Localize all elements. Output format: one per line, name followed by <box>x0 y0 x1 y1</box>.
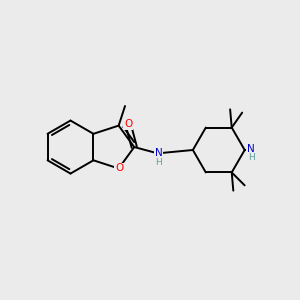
Text: O: O <box>115 164 123 173</box>
Text: N: N <box>154 148 162 158</box>
Text: O: O <box>124 119 132 129</box>
Text: H: H <box>155 158 162 167</box>
Text: H: H <box>248 153 254 162</box>
Text: N: N <box>247 143 255 154</box>
